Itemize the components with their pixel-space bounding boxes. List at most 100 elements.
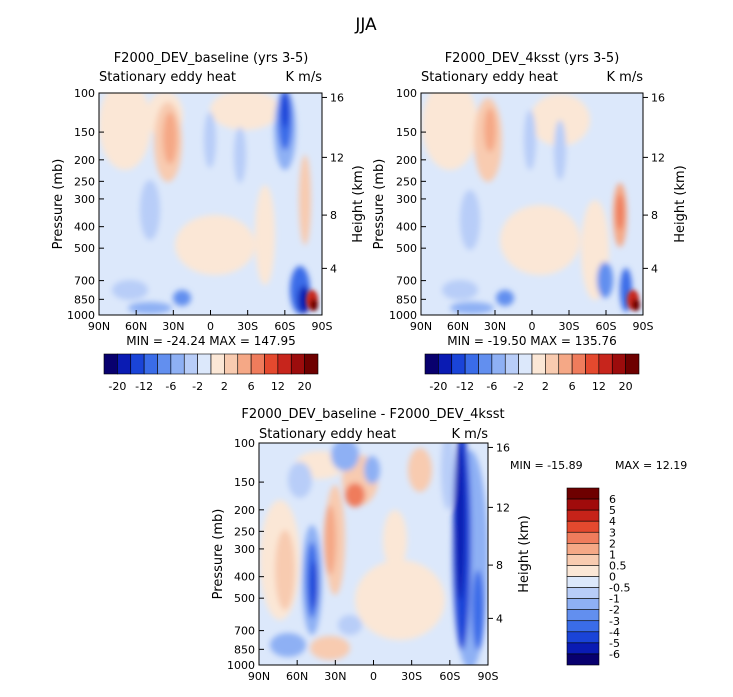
colorbar-swatch xyxy=(170,353,185,375)
y-tick-label: 850 xyxy=(74,293,95,306)
y-ticks-left: 100 150 200 250 300 400 500 700 850 1000 xyxy=(227,437,264,672)
y-tick-label: 500 xyxy=(396,242,417,255)
heatmap-field xyxy=(99,93,322,315)
colorbar-swatch xyxy=(566,598,600,610)
stats-min: MIN = -15.89 xyxy=(510,459,583,472)
colorbar-label: 6 xyxy=(248,380,255,393)
colorbar-label: -20 xyxy=(429,380,447,393)
colorbar-swatch xyxy=(277,353,292,375)
colorbar-swatch xyxy=(250,353,265,375)
y-tick-label: 250 xyxy=(234,525,255,538)
y-axis-label: Pressure (mb) xyxy=(372,159,387,250)
colorbar-swatch xyxy=(566,509,600,522)
colorbar-label: -4 xyxy=(609,626,620,639)
colorbar-label: -6 xyxy=(165,380,176,393)
y-tick-label: 150 xyxy=(234,476,255,489)
x-tick-label: 60N xyxy=(286,670,308,683)
x-tick-label: 60S xyxy=(596,320,617,333)
y-tick-label: 400 xyxy=(234,571,255,584)
x-tick-label: 30N xyxy=(484,320,506,333)
y-tick-label: 500 xyxy=(74,242,95,255)
colorbar-swatch xyxy=(566,554,600,566)
x-tick-label: 90N xyxy=(88,320,110,333)
colorbar-label: -2 xyxy=(609,604,620,617)
colorbar-swatch xyxy=(566,543,600,555)
x-tick-label: 0 xyxy=(529,320,536,333)
x-tick-label: 90S xyxy=(633,320,654,333)
y-tick-label: 300 xyxy=(234,543,255,556)
x-ticks: 90N 60N 30N 0 30S 60S 90S xyxy=(410,310,654,333)
x-tick-label: 60N xyxy=(125,320,147,333)
x-ticks: 90N 60N 30N 0 30S 60S 90S xyxy=(248,660,499,683)
y-tick-label: 850 xyxy=(234,643,255,656)
colorbar-label: 6 xyxy=(569,380,576,393)
colorbar-swatch xyxy=(210,353,225,375)
colorbar-label: -5 xyxy=(609,637,620,650)
colorbar-swatch xyxy=(566,609,600,622)
y-axis-label-right: Height (km) xyxy=(673,165,688,242)
y-tick-label: 1000 xyxy=(389,309,417,322)
y-axis-label: Pressure (mb) xyxy=(211,509,226,600)
y-axis-label: Pressure (mb) xyxy=(51,159,66,250)
colorbar-swatch xyxy=(566,642,600,655)
y-tick-label-right: 8 xyxy=(330,209,337,222)
x-tick-label: 60N xyxy=(447,320,469,333)
colorbar-swatch xyxy=(117,353,132,375)
colorbar-label: 2 xyxy=(221,380,228,393)
x-tick-label: 30S xyxy=(559,320,580,333)
y-axis-label-right: Height (km) xyxy=(351,165,366,242)
y-tick-label: 200 xyxy=(234,504,255,517)
panel-subtitle-left: Stationary eddy heat xyxy=(99,70,236,85)
colorbar-swatch xyxy=(438,353,453,375)
x-tick-label: 90S xyxy=(478,670,499,683)
y-tick-label: 100 xyxy=(396,87,417,100)
y-tick-label: 700 xyxy=(74,275,95,288)
y-tick-label-right: 16 xyxy=(330,91,344,104)
y-tick-label-right: 4 xyxy=(330,262,337,275)
heatmap-field xyxy=(421,93,643,315)
panel-stats: MIN = -19.50 MAX = 135.76 xyxy=(447,334,617,348)
colorbar-label: -2 xyxy=(192,380,203,393)
colorbar-label: -6 xyxy=(609,648,620,661)
colorbar-swatch xyxy=(183,353,198,375)
colorbar-label: 5 xyxy=(609,504,616,517)
colorbar-swatch xyxy=(558,353,573,375)
colorbar-swatch xyxy=(545,353,560,375)
stats-max: MAX = 12.19 xyxy=(615,459,687,472)
y-tick-label-right: 16 xyxy=(651,91,665,104)
colorbar-swatch xyxy=(566,565,600,577)
y-ticks-left: 100 150 200 250 300 400 500 700 850 1000 xyxy=(389,87,426,322)
y-tick-label: 200 xyxy=(396,154,417,167)
colorbar-label: -0.5 xyxy=(609,582,630,595)
colorbar-swatch xyxy=(504,353,519,375)
colorbar-label: 1 xyxy=(609,548,616,561)
colorbar-label: 20 xyxy=(298,380,312,393)
panel-title: F2000_DEV_4ksst (yrs 3-5) xyxy=(445,51,620,66)
y-tick-label: 700 xyxy=(396,275,417,288)
colorbar-label: 3 xyxy=(609,526,616,539)
y-tick-label-right: 16 xyxy=(496,441,510,454)
x-tick-label: 30N xyxy=(324,670,346,683)
x-tick-label: 60S xyxy=(274,320,295,333)
colorbar-swatch xyxy=(611,353,626,375)
heatmap-field xyxy=(259,443,488,665)
colorbar-swatch xyxy=(585,353,600,375)
figure-title: JJA xyxy=(354,15,377,35)
x-tick-label: 30N xyxy=(162,320,184,333)
x-tick-label: 90S xyxy=(312,320,333,333)
colorbar-swatch xyxy=(478,353,493,375)
colorbar-swatch xyxy=(424,353,439,375)
y-ticks-right: 16 12 8 4 xyxy=(643,91,665,275)
x-tick-label: 90N xyxy=(410,320,432,333)
y-tick-label-right: 4 xyxy=(651,262,658,275)
colorbar-swatch xyxy=(464,353,479,375)
x-ticks: 90N 60N 30N 0 30S 60S 90S xyxy=(88,310,333,333)
y-ticks-right: 16 12 8 4 xyxy=(488,441,510,625)
panel-baseline: F2000_DEV_baseline (yrs 3-5) Stationary … xyxy=(51,51,366,348)
colorbar-swatch xyxy=(197,353,212,375)
x-tick-label: 60S xyxy=(439,670,460,683)
y-tick-label: 400 xyxy=(74,221,95,234)
colorbar-swatch xyxy=(625,353,640,375)
colorbar-swatch xyxy=(566,653,600,666)
